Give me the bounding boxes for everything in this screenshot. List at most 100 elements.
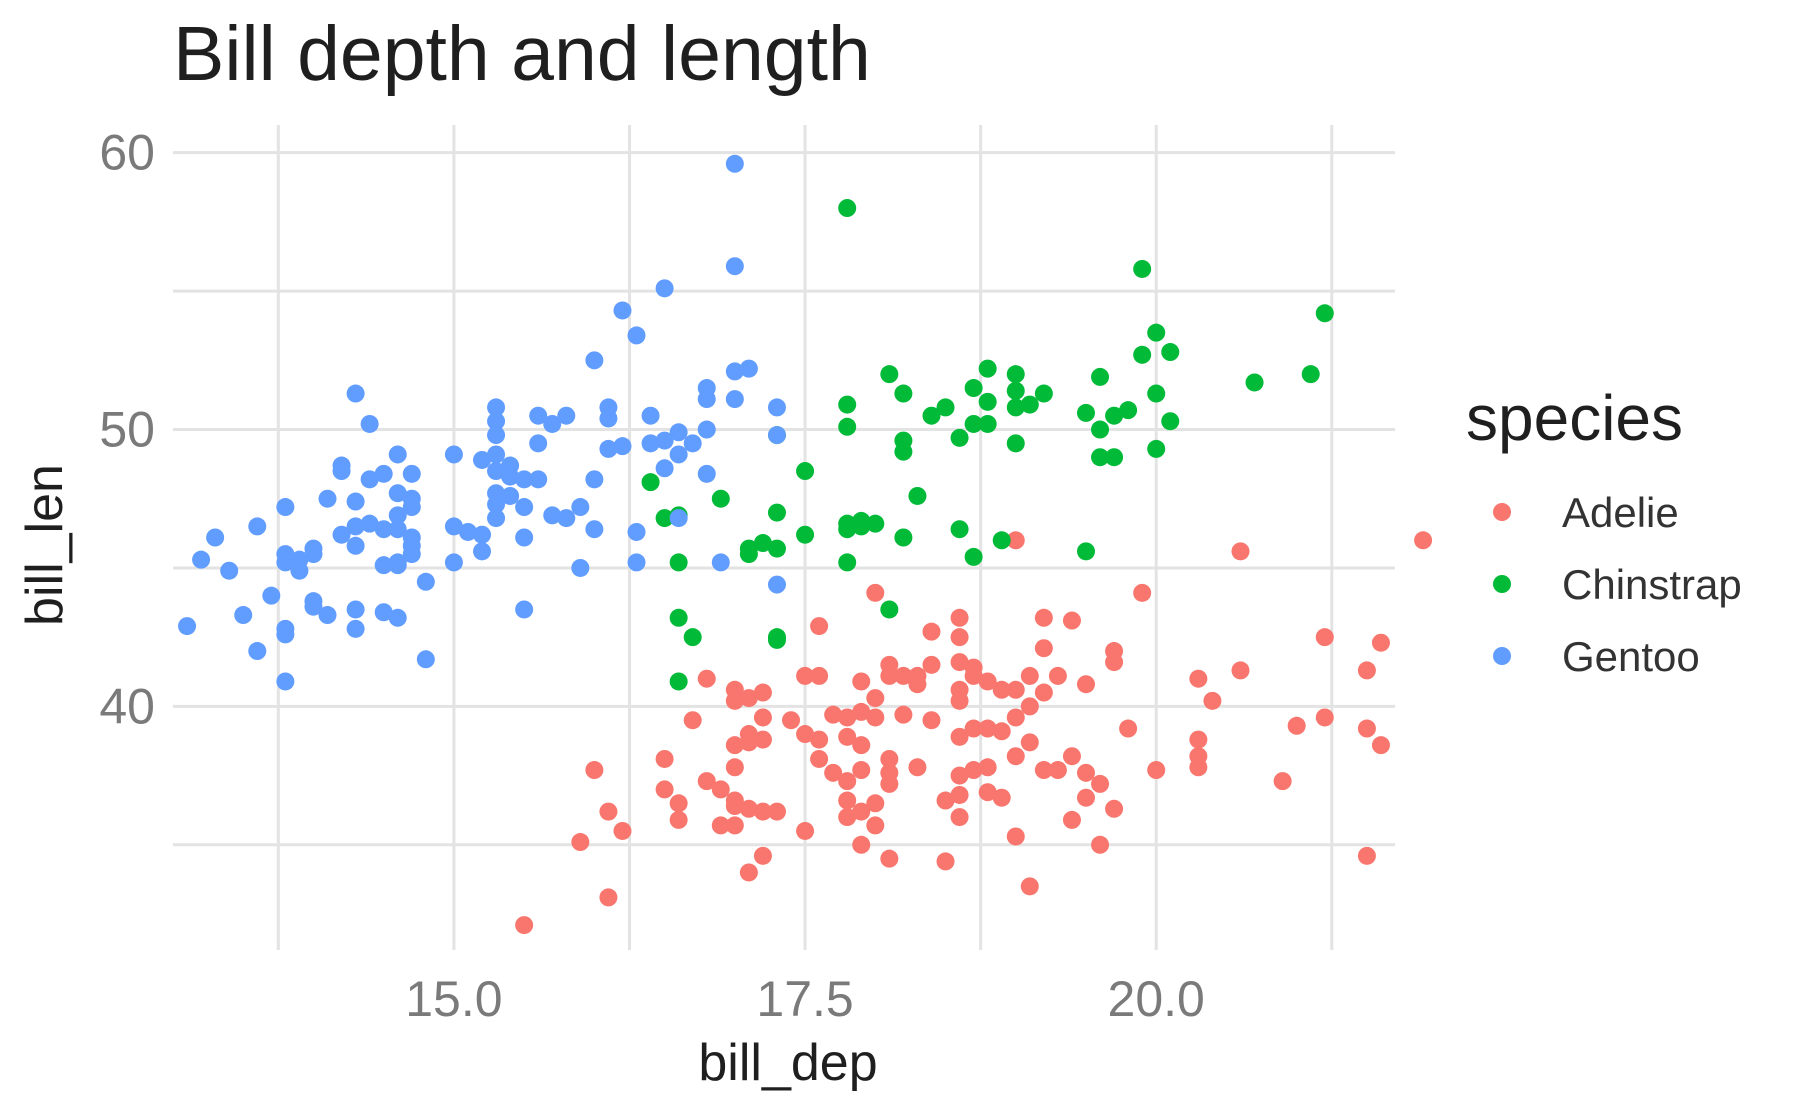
point-chinstrap <box>894 528 913 547</box>
point-gentoo <box>585 351 604 370</box>
point-gentoo <box>725 257 744 276</box>
point-adelie <box>964 761 983 780</box>
point-chinstrap <box>767 630 786 649</box>
point-adelie <box>1062 747 1081 766</box>
point-chinstrap <box>838 417 857 436</box>
point-chinstrap <box>1091 420 1110 439</box>
point-adelie <box>838 727 857 746</box>
point-gentoo <box>669 445 688 464</box>
point-gentoo <box>487 412 506 431</box>
point-gentoo <box>641 406 660 425</box>
point-adelie <box>753 802 772 821</box>
point-adelie <box>655 780 674 799</box>
point-adelie <box>992 722 1011 741</box>
point-gentoo <box>627 553 646 572</box>
point-gentoo <box>304 597 323 616</box>
point-adelie <box>908 758 927 777</box>
series-adelie <box>515 531 1433 935</box>
point-gentoo <box>501 486 520 505</box>
series-chinstrap <box>641 199 1334 691</box>
point-gentoo <box>374 556 393 575</box>
point-gentoo <box>346 536 365 555</box>
point-gentoo <box>304 539 323 558</box>
point-gentoo <box>557 406 576 425</box>
point-adelie <box>1062 810 1081 829</box>
point-gentoo <box>529 470 548 489</box>
point-adelie <box>739 689 758 708</box>
point-gentoo <box>487 495 506 514</box>
point-gentoo <box>276 498 295 517</box>
point-gentoo <box>220 561 239 580</box>
point-gentoo <box>529 406 548 425</box>
point-gentoo <box>290 561 309 580</box>
point-chinstrap <box>894 384 913 403</box>
point-gentoo <box>332 462 351 481</box>
point-adelie <box>838 708 857 727</box>
point-adelie <box>711 780 730 799</box>
point-gentoo <box>388 520 407 539</box>
point-chinstrap <box>978 392 997 411</box>
point-gentoo <box>346 384 365 403</box>
point-chinstrap <box>1006 434 1025 453</box>
point-adelie <box>1020 877 1039 896</box>
point-adelie <box>613 821 632 840</box>
point-adelie <box>697 669 716 688</box>
point-gentoo <box>767 398 786 417</box>
point-gentoo <box>332 525 351 544</box>
point-gentoo <box>487 462 506 481</box>
point-gentoo <box>529 434 548 453</box>
point-gentoo <box>346 492 365 511</box>
point-adelie <box>964 666 983 685</box>
point-chinstrap <box>1133 259 1152 278</box>
point-chinstrap <box>711 489 730 508</box>
point-gentoo <box>388 608 407 627</box>
point-adelie <box>1020 666 1039 685</box>
point-adelie <box>838 772 857 791</box>
point-chinstrap <box>950 428 969 447</box>
legend: species Adelie Chinstrap Gentoo <box>1466 382 1742 680</box>
point-gentoo <box>444 445 463 464</box>
point-gentoo <box>388 445 407 464</box>
point-adelie <box>725 691 744 710</box>
y-axis-ticks: 40 50 60 <box>99 125 155 735</box>
point-adelie <box>1231 661 1250 680</box>
point-adelie <box>950 808 969 827</box>
point-chinstrap <box>1006 365 1025 384</box>
point-adelie <box>908 675 927 694</box>
point-chinstrap <box>1091 367 1110 386</box>
point-adelie <box>964 719 983 738</box>
point-adelie <box>950 608 969 627</box>
point-gentoo <box>543 414 562 433</box>
point-adelie <box>1006 680 1025 699</box>
point-gentoo <box>192 550 211 569</box>
point-adelie <box>1020 733 1039 752</box>
point-chinstrap <box>669 672 688 691</box>
point-chinstrap <box>908 486 927 505</box>
point-chinstrap <box>655 509 674 528</box>
point-adelie <box>880 774 899 793</box>
legend-label-chinstrap: Chinstrap <box>1562 561 1742 608</box>
point-adelie <box>1006 827 1025 846</box>
point-adelie <box>1189 730 1208 749</box>
point-gentoo <box>543 506 562 525</box>
point-chinstrap <box>1006 381 1025 400</box>
point-gentoo <box>178 617 197 636</box>
legend-key-gentoo <box>1493 647 1511 665</box>
point-gentoo <box>501 467 520 486</box>
point-adelie <box>515 916 534 935</box>
point-adelie <box>978 783 997 802</box>
point-adelie <box>852 835 871 854</box>
point-chinstrap <box>992 531 1011 550</box>
point-adelie <box>1091 774 1110 793</box>
point-chinstrap <box>838 395 857 414</box>
point-adelie <box>739 799 758 818</box>
point-chinstrap <box>1020 395 1039 414</box>
point-adelie <box>1020 697 1039 716</box>
point-adelie <box>1315 628 1334 647</box>
point-adelie <box>1231 542 1250 561</box>
point-chinstrap <box>1301 365 1320 384</box>
y-axis-title: bill_len <box>16 464 74 626</box>
point-adelie <box>922 655 941 674</box>
point-gentoo <box>655 459 674 478</box>
point-adelie <box>669 794 688 813</box>
